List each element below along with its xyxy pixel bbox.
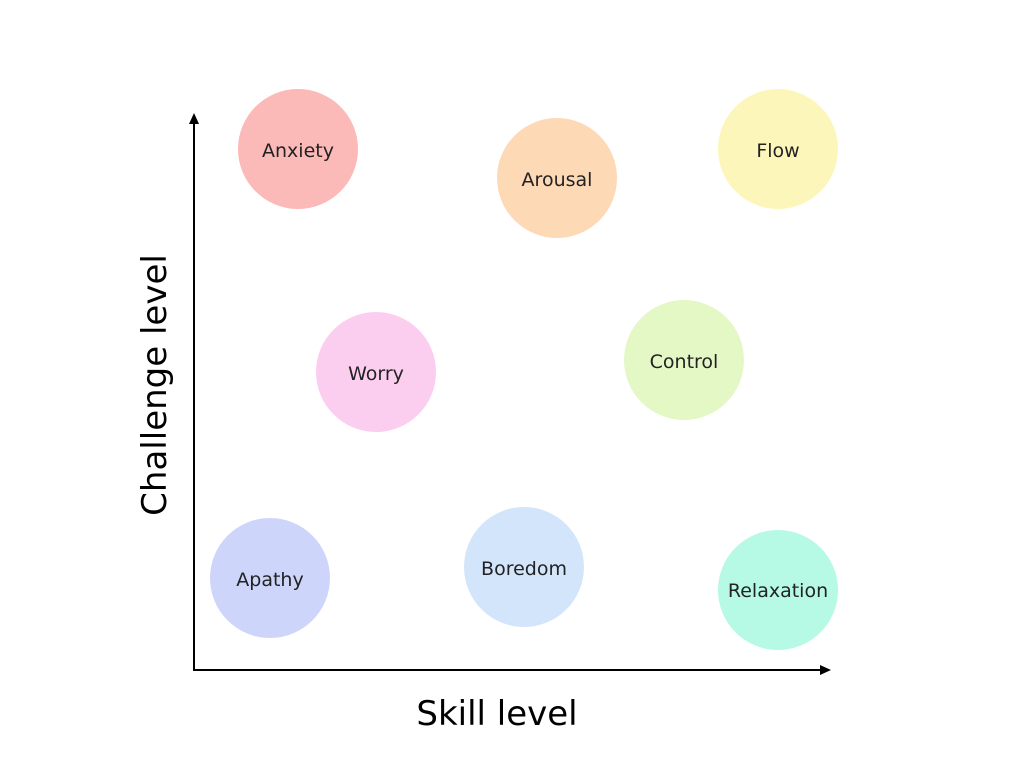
bubble-relaxation: Relaxation [718, 530, 838, 650]
bubble-circle [238, 89, 358, 209]
bubble-label: Worry [348, 363, 404, 385]
bubble-label: Anxiety [262, 140, 334, 162]
bubble-label: Relaxation [728, 580, 828, 602]
bubble-circle [624, 300, 744, 420]
x-axis-arrow [820, 665, 831, 675]
bubble-apathy: Apathy [210, 518, 330, 638]
bubble-label: Boredom [481, 558, 567, 580]
bubble-circle [497, 118, 617, 238]
bubble-label: Apathy [236, 569, 303, 591]
x-axis-label: Skill level [416, 694, 577, 734]
bubble-arousal: Arousal [497, 118, 617, 238]
bubble-circle [210, 518, 330, 638]
bubble-circle [464, 507, 584, 627]
bubble-boredom: Boredom [464, 507, 584, 627]
bubble-worry: Worry [316, 312, 436, 432]
bubble-label: Flow [756, 140, 799, 162]
y-axis-label: Challenge level [135, 254, 175, 516]
bubble-circle [718, 530, 838, 650]
bubble-flow: Flow [718, 89, 838, 209]
bubble-circle [718, 89, 838, 209]
y-axis-arrow [189, 113, 199, 124]
bubble-label: Arousal [522, 169, 593, 191]
bubble-circle [316, 312, 436, 432]
bubble-label: Control [650, 351, 719, 373]
bubble-control: Control [624, 300, 744, 420]
bubble-anxiety: Anxiety [238, 89, 358, 209]
